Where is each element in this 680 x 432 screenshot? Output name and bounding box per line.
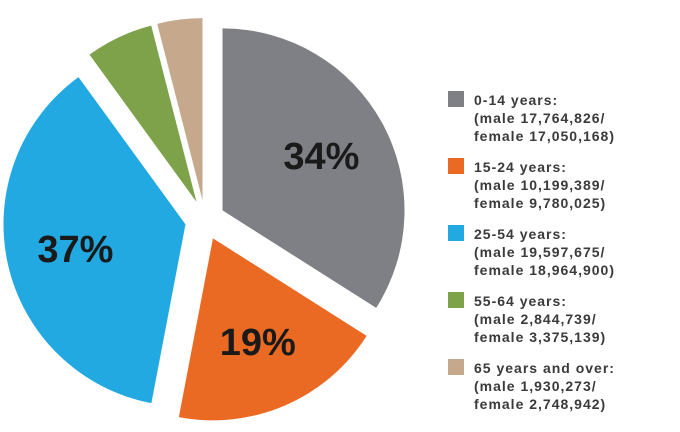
legend-label: 15-24 years:	[474, 159, 567, 175]
pie-slice	[89, 25, 197, 202]
pie-slice	[157, 18, 203, 201]
legend-detail: (male 10,199,389/	[474, 177, 605, 193]
legend-detail: (male 19,597,675/	[474, 244, 605, 260]
legend-detail: female 9,780,025)	[474, 195, 606, 211]
legend-label: 0-14 years:	[474, 92, 558, 108]
legend-swatch	[448, 292, 464, 308]
legend-swatch	[448, 158, 464, 174]
legend-label: 25-54 years:	[474, 226, 567, 242]
legend-detail: female 2,748,942)	[474, 396, 606, 412]
legend-detail: (male 17,764,826/	[474, 110, 605, 126]
legend-swatch	[448, 359, 464, 375]
legend-detail: (male 2,844,739/	[474, 311, 597, 327]
legend-swatch	[448, 91, 464, 107]
data-label: 34%	[283, 136, 359, 178]
legend-swatch	[448, 225, 464, 241]
pie-slice	[3, 77, 186, 404]
data-label: 19%	[220, 322, 296, 364]
legend-detail: female 3,375,139)	[474, 329, 606, 345]
legend-detail: female 18,964,900)	[474, 262, 615, 278]
legend-detail: female 17,050,168)	[474, 128, 615, 144]
legend-detail: (male 1,930,273/	[474, 378, 597, 394]
legend-label: 65 years and over:	[474, 360, 615, 376]
pie-slice	[222, 28, 405, 308]
data-label: 37%	[37, 229, 113, 271]
legend-label: 55-64 years:	[474, 293, 567, 309]
pie-slice	[178, 238, 367, 421]
